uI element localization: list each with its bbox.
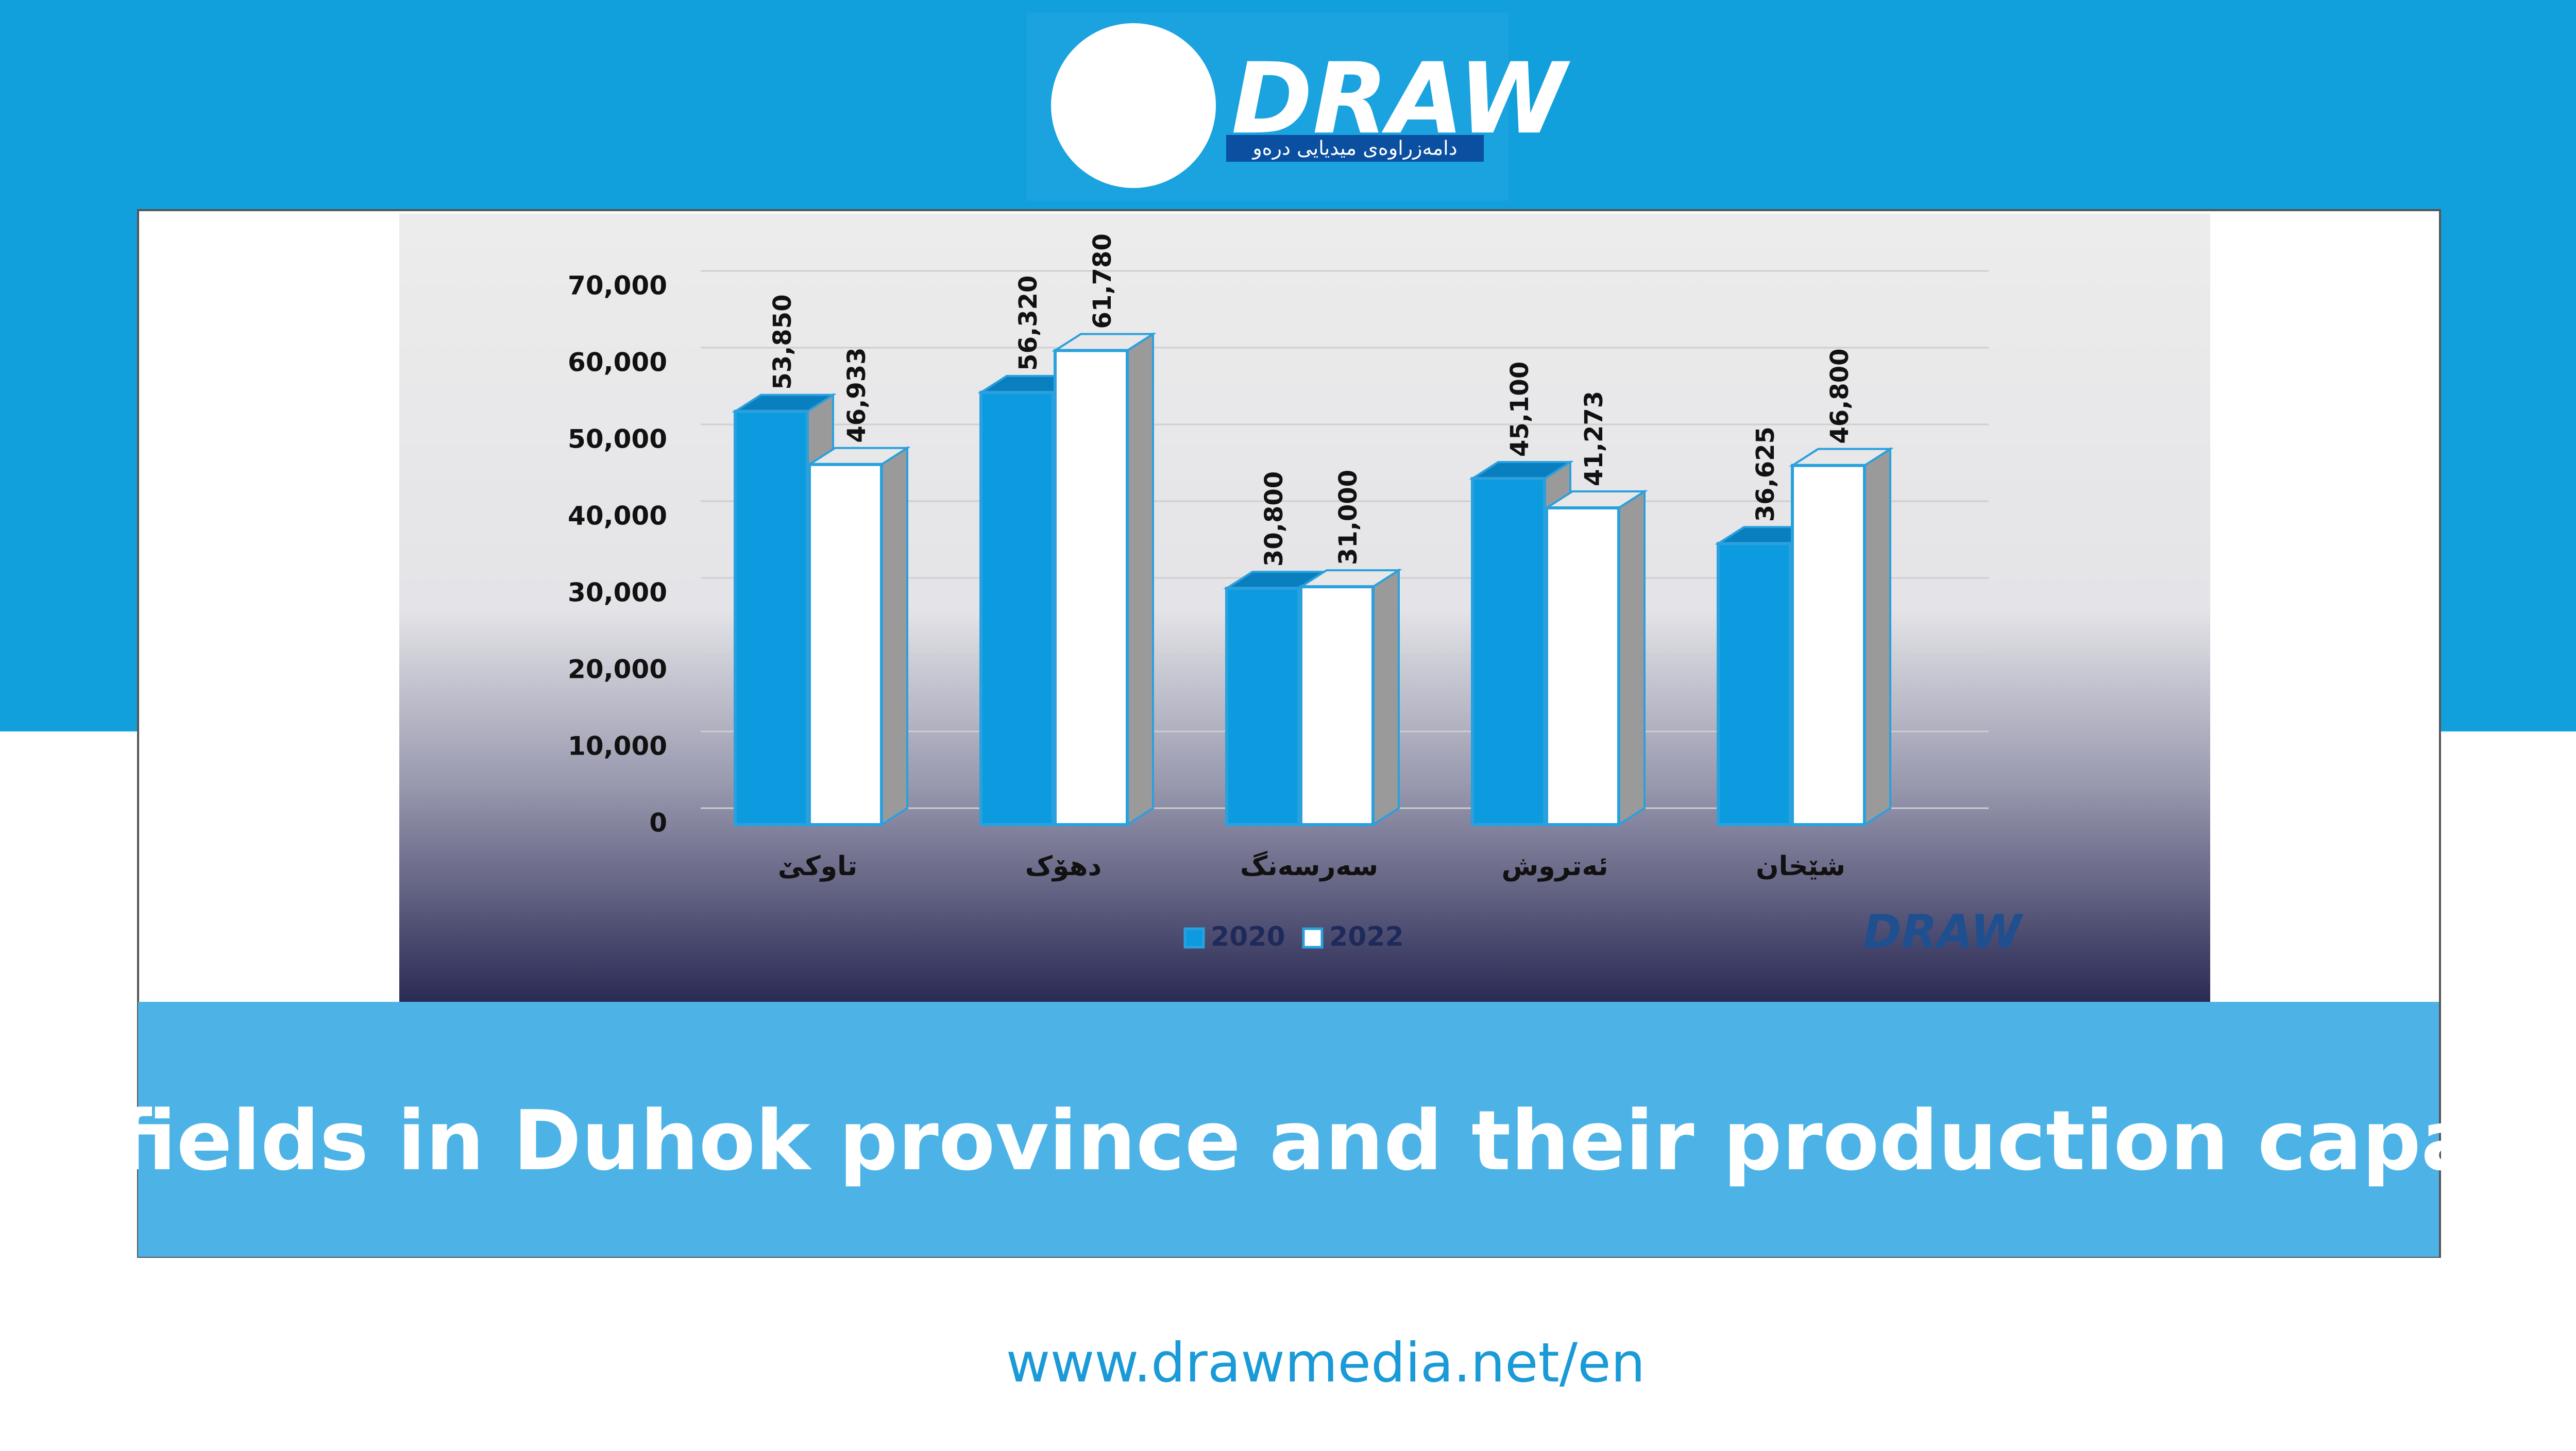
logo-tagline: دامەزراوەی میدیایی درەو (1251, 137, 1457, 160)
value-label: 31,000 (1334, 470, 1363, 565)
caption: Oil fields in Duhok province and their p… (0, 1092, 2576, 1189)
x-tick-label: سەرسەنگ (1240, 850, 1378, 882)
bar (808, 463, 883, 826)
bar (1299, 585, 1375, 826)
x-tick-label: تاوکێ (778, 851, 857, 882)
legend-swatch (1183, 927, 1205, 949)
plot: 0 10,000 20,000 30,000 40,000 50,000 60,000 70,… (568, 233, 1989, 952)
legend-label: 2022 (1329, 921, 1404, 952)
bar-side (880, 446, 908, 827)
bar (979, 390, 1055, 826)
value-label: 36,625 (1751, 426, 1780, 522)
y-tick-label: 70,000 (568, 271, 667, 301)
watermark: DRAW (1863, 905, 2024, 959)
bar-side (1126, 332, 1154, 827)
y-tick-label: 20,000 (568, 655, 667, 685)
y-tick-label: 0 (649, 808, 667, 838)
x-tick-label: ئەتروش (1501, 851, 1608, 882)
logo-circle (1051, 23, 1216, 188)
bar (1225, 587, 1300, 826)
bar-side (1372, 568, 1400, 827)
bar-side (1618, 489, 1646, 827)
bar (1471, 477, 1546, 826)
value-label: 45,100 (1505, 362, 1534, 457)
value-label: 41,273 (1580, 391, 1608, 486)
value-label: 46,800 (1825, 348, 1854, 443)
caption-band (138, 1002, 2439, 1257)
value-label: 56,320 (1014, 276, 1043, 371)
y-tick-label: 40,000 (568, 501, 667, 531)
url: www.drawmedia.net/en (1006, 1331, 1646, 1394)
bar (734, 409, 809, 826)
y-tick-label: 60,000 (568, 348, 667, 378)
value-label: 46,933 (842, 347, 871, 442)
legend-label: 2020 (1211, 921, 1285, 952)
bar (1717, 542, 1792, 826)
value-label: 30,800 (1260, 471, 1289, 567)
y-tick-label: 30,000 (568, 578, 667, 608)
x-tick-label: دهۆک (1025, 851, 1102, 882)
y-tick-label: 10,000 (568, 731, 667, 761)
bar (1545, 506, 1620, 826)
x-tick-label: شێخان (1756, 851, 1845, 882)
value-label: 53,850 (768, 294, 797, 389)
bar (1054, 349, 1129, 826)
y-tick-label: 50,000 (568, 424, 667, 454)
bar-side (1863, 447, 1891, 827)
legend-swatch (1302, 927, 1324, 949)
bar (1791, 464, 1866, 826)
logo-tagline-bg (1226, 135, 1484, 162)
value-label: 61,780 (1088, 233, 1117, 329)
